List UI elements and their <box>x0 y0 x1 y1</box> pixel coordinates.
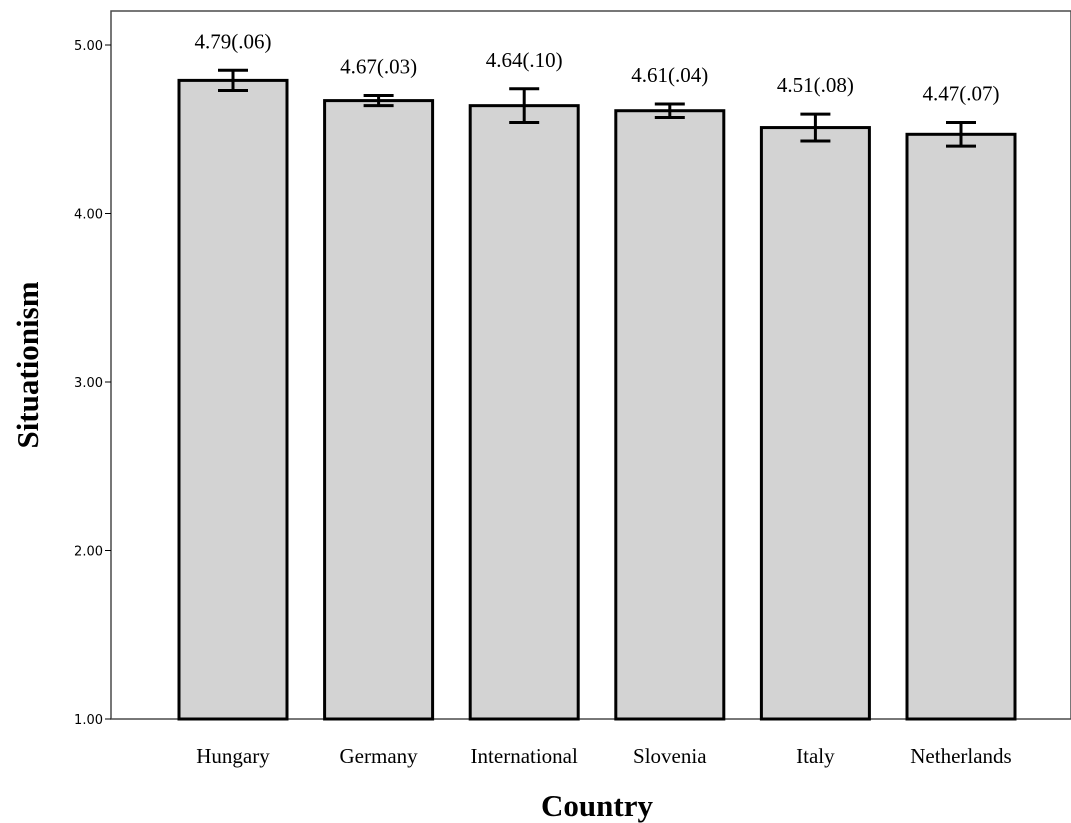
x-tick-label: Netherlands <box>910 744 1011 768</box>
x-tick-label: International <box>471 744 578 768</box>
category-labels: Hungary Germany International Slovenia Italy… <box>196 744 1011 768</box>
x-axis-title: Country <box>541 788 653 823</box>
data-label: 4.51(.08) <box>777 73 854 97</box>
y-tick-label: 5.00 <box>74 39 103 54</box>
x-tick-label: Hungary <box>196 744 270 768</box>
y-axis-ticks: 1.00 2.00 3.00 4.00 5.00 <box>74 39 111 728</box>
y-tick-label: 2.00 <box>74 545 103 560</box>
data-label: 4.79(.06) <box>195 29 272 53</box>
data-label: 4.64(.10) <box>486 48 563 72</box>
data-label: 4.67(.03) <box>340 55 417 79</box>
error-bars <box>218 68 976 148</box>
y-tick-label: 1.00 <box>74 713 103 728</box>
data-labels: 4.79(.06) 4.67(.03) 4.64(.10) 4.61(.04) 4.51… <box>195 29 1000 105</box>
bar <box>323 99 435 721</box>
x-tick-label: Germany <box>340 744 419 768</box>
bar <box>177 78 289 721</box>
bar <box>905 132 1017 721</box>
y-axis-title: Situationism <box>10 281 45 448</box>
y-tick-label: 4.00 <box>74 208 103 223</box>
x-tick-label: Slovenia <box>633 744 707 768</box>
x-tick-label: Italy <box>796 744 835 768</box>
data-label: 4.47(.07) <box>923 82 1000 106</box>
bar <box>614 109 726 721</box>
plot-frame <box>110 10 1071 720</box>
y-tick-label: 3.00 <box>74 376 103 391</box>
bar <box>759 126 871 721</box>
bars <box>177 78 1017 721</box>
bar <box>468 104 580 721</box>
data-label: 4.61(.04) <box>631 63 708 87</box>
